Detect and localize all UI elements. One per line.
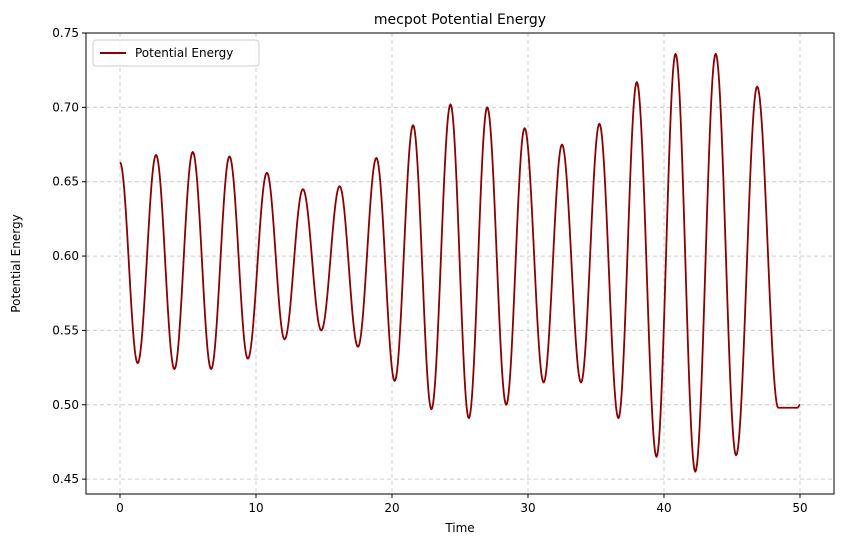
x-tick-label: 10 — [248, 501, 263, 515]
y-tick-label: 0.70 — [52, 100, 79, 114]
x-tick-label: 40 — [656, 501, 671, 515]
x-axis-label: Time — [444, 521, 474, 535]
legend-entry: Potential Energy — [135, 46, 233, 60]
series-line-potential-energy — [119, 52, 801, 473]
x-tick-label: 20 — [384, 501, 399, 515]
y-tick-label: 0.50 — [52, 398, 79, 412]
x-tick-label: 0 — [116, 501, 124, 515]
y-tick-label: 0.75 — [52, 26, 79, 40]
legend: Potential Energy — [92, 39, 260, 67]
plot-frame — [85, 32, 835, 495]
x-tick-label: 30 — [520, 501, 535, 515]
legend-box — [92, 39, 260, 67]
y-tick-label: 0.65 — [52, 175, 79, 189]
y-axis-label: Potential Energy — [9, 214, 23, 312]
x-tick-label: 50 — [792, 501, 807, 515]
y-tick-label: 0.55 — [52, 323, 79, 337]
ticks: 0 10 20 30 40 50 0.45 0.50 0.55 0.60 0.65 0.70 0.75 — [52, 26, 807, 515]
y-tick-label: 0.45 — [52, 472, 79, 486]
y-tick-label: 0.60 — [52, 249, 79, 263]
series-layer — [119, 52, 801, 473]
chart-title: mecpot Potential Energy — [374, 12, 546, 28]
